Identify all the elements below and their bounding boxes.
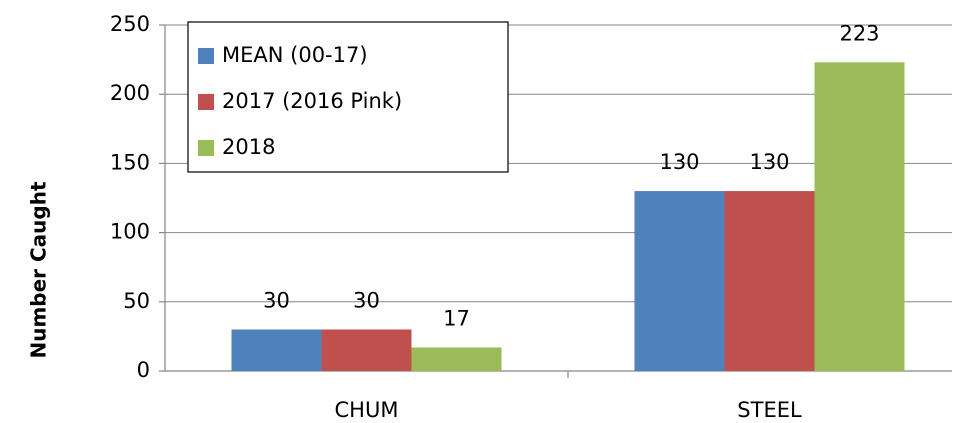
- bar: [231, 329, 322, 371]
- data-label: 30: [353, 288, 380, 312]
- legend-swatch: [198, 140, 214, 156]
- bar: [724, 191, 815, 371]
- y-tick-label: 200: [110, 81, 150, 105]
- x-tick-label: CHUM: [335, 398, 399, 422]
- y-tick-label: 150: [110, 150, 150, 174]
- data-label: 130: [659, 150, 699, 174]
- data-label: 30: [263, 288, 290, 312]
- data-label: 17: [443, 306, 470, 330]
- y-tick-label: 100: [110, 220, 150, 244]
- y-tick-label: 250: [110, 12, 150, 36]
- y-tick-label: 50: [123, 289, 150, 313]
- y-axis-title: Number Caught: [27, 181, 51, 358]
- bar: [814, 62, 905, 371]
- legend-swatch: [198, 94, 214, 110]
- bar: [634, 191, 725, 371]
- legend-label: 2017 (2016 Pink): [222, 89, 402, 113]
- data-label: 223: [839, 21, 879, 45]
- y-tick-label: 0: [137, 358, 150, 382]
- legend-swatch: [198, 48, 214, 64]
- bar: [321, 329, 412, 371]
- legend-label: 2018: [222, 135, 275, 159]
- legend-box: [187, 21, 509, 173]
- data-label: 130: [749, 150, 789, 174]
- x-tick-label: STEEL: [737, 398, 802, 422]
- legend-label: MEAN (00-17): [222, 43, 368, 67]
- bar: [411, 347, 502, 371]
